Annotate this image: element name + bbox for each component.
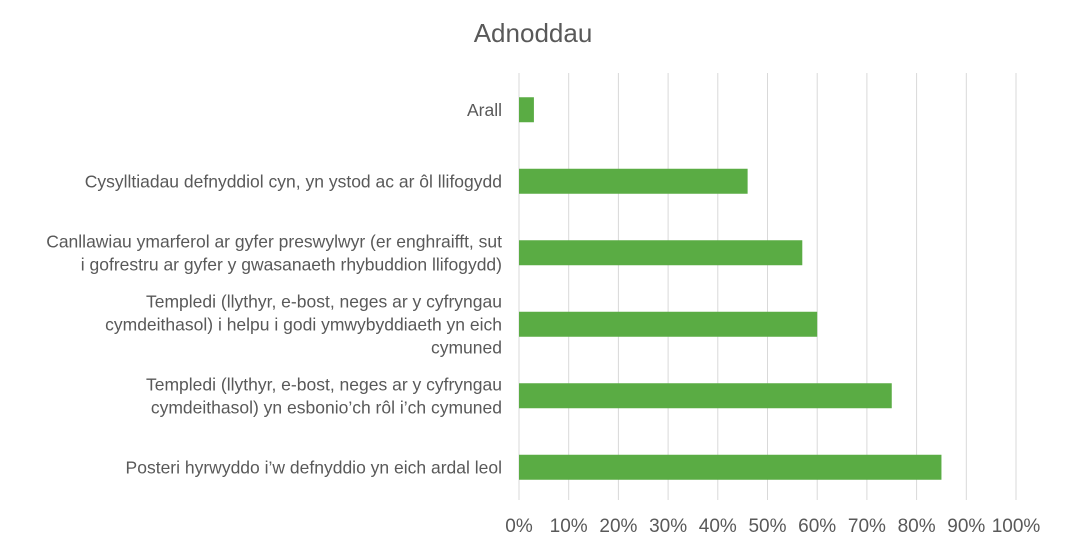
bar bbox=[519, 383, 892, 409]
x-tick-label: 60% bbox=[798, 516, 836, 537]
category-label: Arall bbox=[467, 100, 502, 120]
category-label: Cysylltiadau defnyddiol cyn, yn ystod ac… bbox=[85, 171, 502, 191]
category-labels: Arall Cysylltiadau defnyddiol cyn, yn yst… bbox=[46, 100, 502, 478]
x-tick-label: 40% bbox=[699, 516, 737, 537]
x-tick-label: 10% bbox=[550, 516, 588, 537]
category-label: Posteri hyrwyddo i’w defnyddio yn eich a… bbox=[126, 457, 502, 477]
bar bbox=[519, 454, 942, 480]
x-tick-label: 70% bbox=[848, 516, 886, 537]
bar bbox=[519, 168, 748, 194]
category-label: Templedi (llythyr, e-bost, neges ar y cy… bbox=[146, 374, 502, 417]
x-tick-label: 80% bbox=[898, 516, 936, 537]
gridlines bbox=[518, 73, 1017, 500]
x-tick-label: 20% bbox=[599, 516, 637, 537]
chart-title: Adnoddau bbox=[474, 18, 593, 48]
bar bbox=[519, 97, 534, 123]
x-tick-label: 50% bbox=[748, 516, 786, 537]
x-tick-label: 30% bbox=[649, 516, 687, 537]
category-label: Canllawiau ymarferol ar gyfer preswylwyr… bbox=[46, 231, 502, 274]
x-tick-label: 0% bbox=[505, 516, 533, 537]
x-tick-label: 90% bbox=[947, 516, 985, 537]
category-label: Templedi (llythyr, e-bost, neges ar y cy… bbox=[105, 291, 502, 357]
x-tick-label: 100% bbox=[992, 516, 1041, 537]
bar bbox=[519, 240, 803, 266]
x-axis-tick-labels: 0% 10% 20% 30% 40% 50% 60% 70% 80% 90% 100% bbox=[505, 516, 1040, 537]
bar bbox=[519, 311, 818, 337]
bars bbox=[519, 97, 942, 480]
